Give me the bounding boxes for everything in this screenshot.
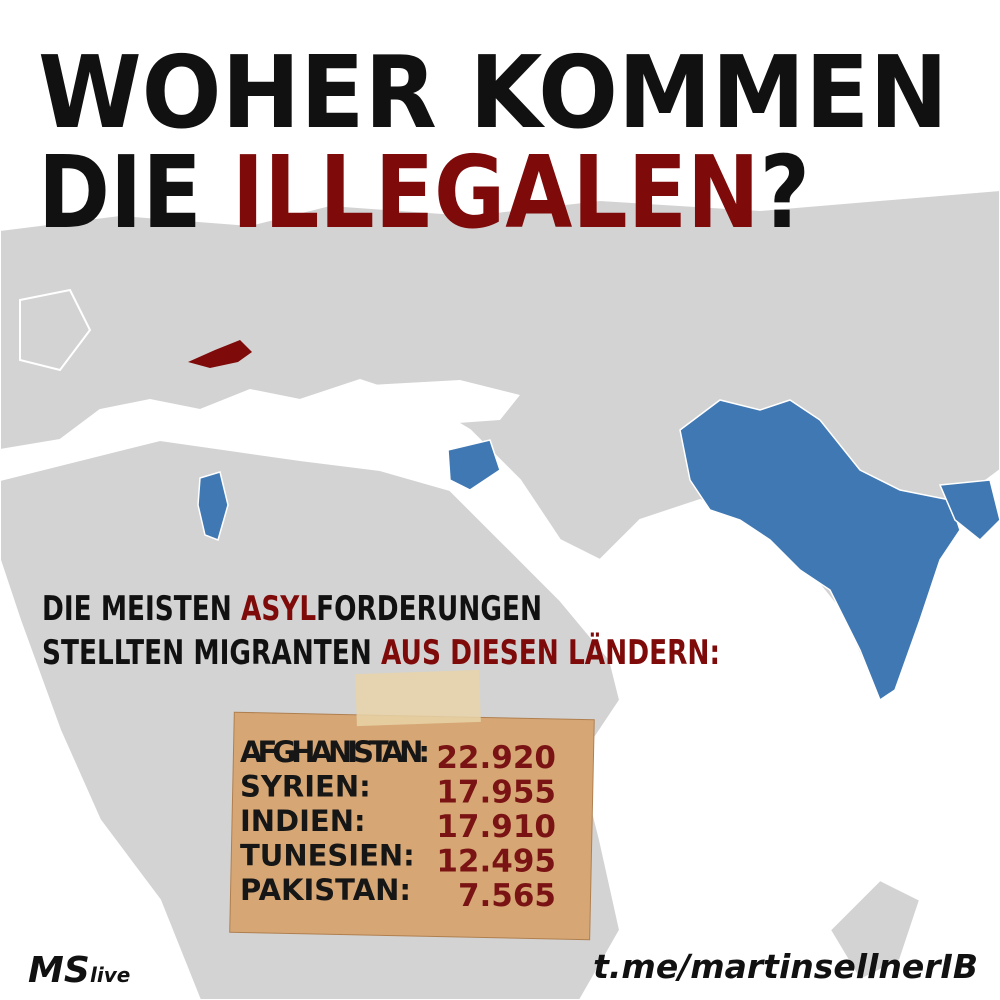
south-asia [679,399,961,702]
east-region [938,479,1000,542]
count: 12.495 [436,844,556,880]
country: TUNESIEN: [240,839,415,873]
count: 22.920 [436,740,556,776]
austria [188,340,252,368]
logo-suffix: live [90,963,130,987]
title-part: ? [760,134,810,251]
sea [370,380,520,425]
syria [447,439,501,491]
count: 17.910 [436,809,556,845]
country: AFGHANISTAN: [240,735,430,769]
count: 7.565 [458,878,556,914]
url: t.me/martinsellnerIB [593,947,978,986]
country: PAKISTAN: [240,873,411,907]
subtitle-highlight: AUS DIESEN LÄNDERN: [381,632,720,673]
country: INDIEN: [240,804,366,838]
tunisia [197,471,229,541]
subtitle-part: FORDERUNGEN [316,589,542,629]
tape [355,669,481,727]
table: AFGHANISTAN: 22.920 SYRIEN: 17.955 INDIEN: 17… [240,735,556,914]
count: 17.955 [436,775,556,811]
title-line: WOHER KOMMEN [38,34,948,151]
subtitle-highlight: ASYL [241,589,316,629]
subtitle-line: STELLTEN MIGRANTEN AUS DIESEN LÄNDERN: [42,632,720,673]
country: SYRIEN: [240,770,371,804]
subtitle-part: DIE MEISTEN [42,589,232,629]
subtitle-line: DIE MEISTEN ASYLFORDERUNGEN [42,589,542,629]
logo: MS [28,950,90,991]
title-part: DIE [38,134,202,251]
subtitle-part: STELLTEN MIGRANTEN [42,633,372,673]
title-highlight: ILLEGALEN [232,134,760,251]
title-line: DIE ILLEGALEN? [38,134,810,251]
